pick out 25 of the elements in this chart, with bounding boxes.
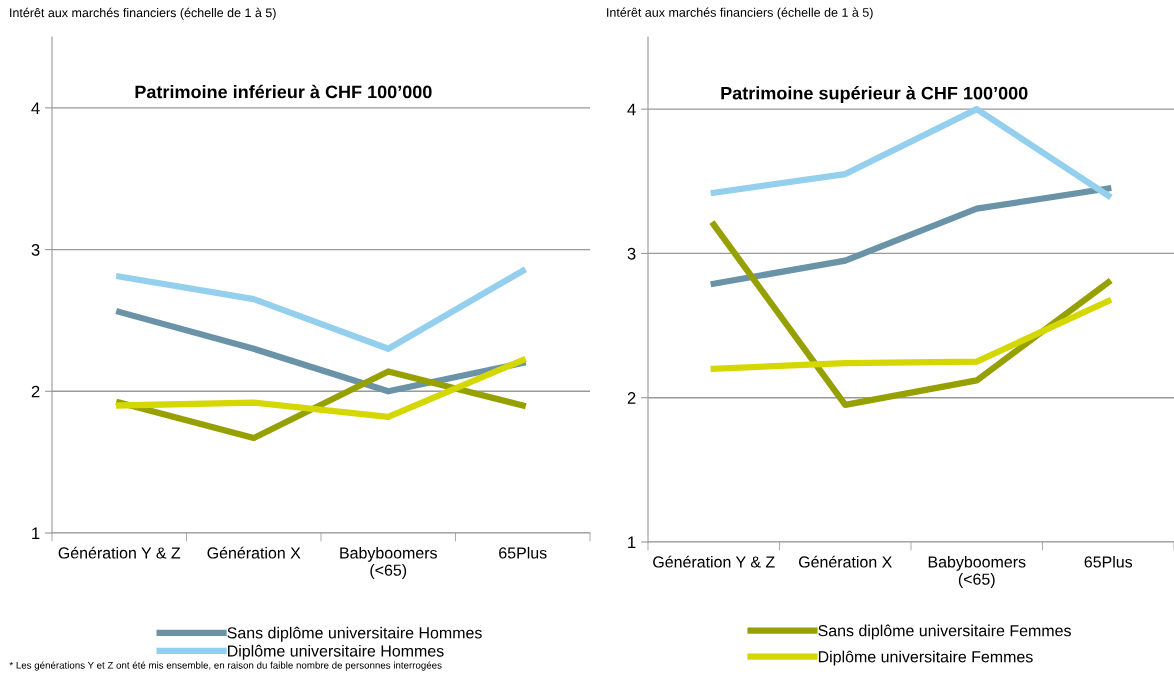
x-tick-label: Génération X: [799, 555, 892, 568]
x-tick-label: Génération Y & Z: [58, 546, 181, 559]
legend-label: Sans diplôme universitaire Femmes: [818, 624, 1071, 640]
text: * Les générations Y et Z ont été mis ensemble, en raison du faible nombre de personnes interrogées: [9, 661, 442, 671]
x-tick-label: Babyboomers (<65): [340, 546, 437, 579]
x-tick-label: Babyboomers (<65): [928, 555, 1026, 588]
x-tick-label: Génération Y & Z: [653, 555, 775, 568]
text: Patrimoine supérieur à CHF 100’000: [721, 86, 1028, 104]
y-axis-title: Intérêt aux marchés financiers (échelle de 1 à 5): [10, 7, 276, 20]
y-tick-label: 1: [32, 527, 40, 540]
y-tick-label: 2: [31, 385, 40, 398]
legend-label: Diplôme universitaire Femmes: [818, 650, 1033, 666]
y-tick-label: 1: [628, 536, 636, 549]
x-tick-label: 65Plus: [1084, 555, 1133, 568]
x-tick-label: Génération X: [207, 546, 301, 559]
legend-label: Sans diplôme universitaire Hommes: [227, 626, 482, 642]
y-tick-label: 3: [31, 243, 40, 256]
y-tick-label: 3: [627, 247, 636, 260]
legend-label: Diplôme universitaire Hommes: [228, 644, 444, 660]
y-axis-title: Intérêt aux marchés financiers (échelle de 1 à 5): [607, 7, 873, 20]
y-tick-label: 4: [627, 103, 636, 116]
y-tick-label: 2: [627, 392, 636, 404]
text: Patrimoine inférieur à CHF 100’000: [135, 84, 432, 99]
x-tick-label: 65Plus: [499, 546, 547, 559]
y-tick-label: 4: [31, 102, 40, 114]
